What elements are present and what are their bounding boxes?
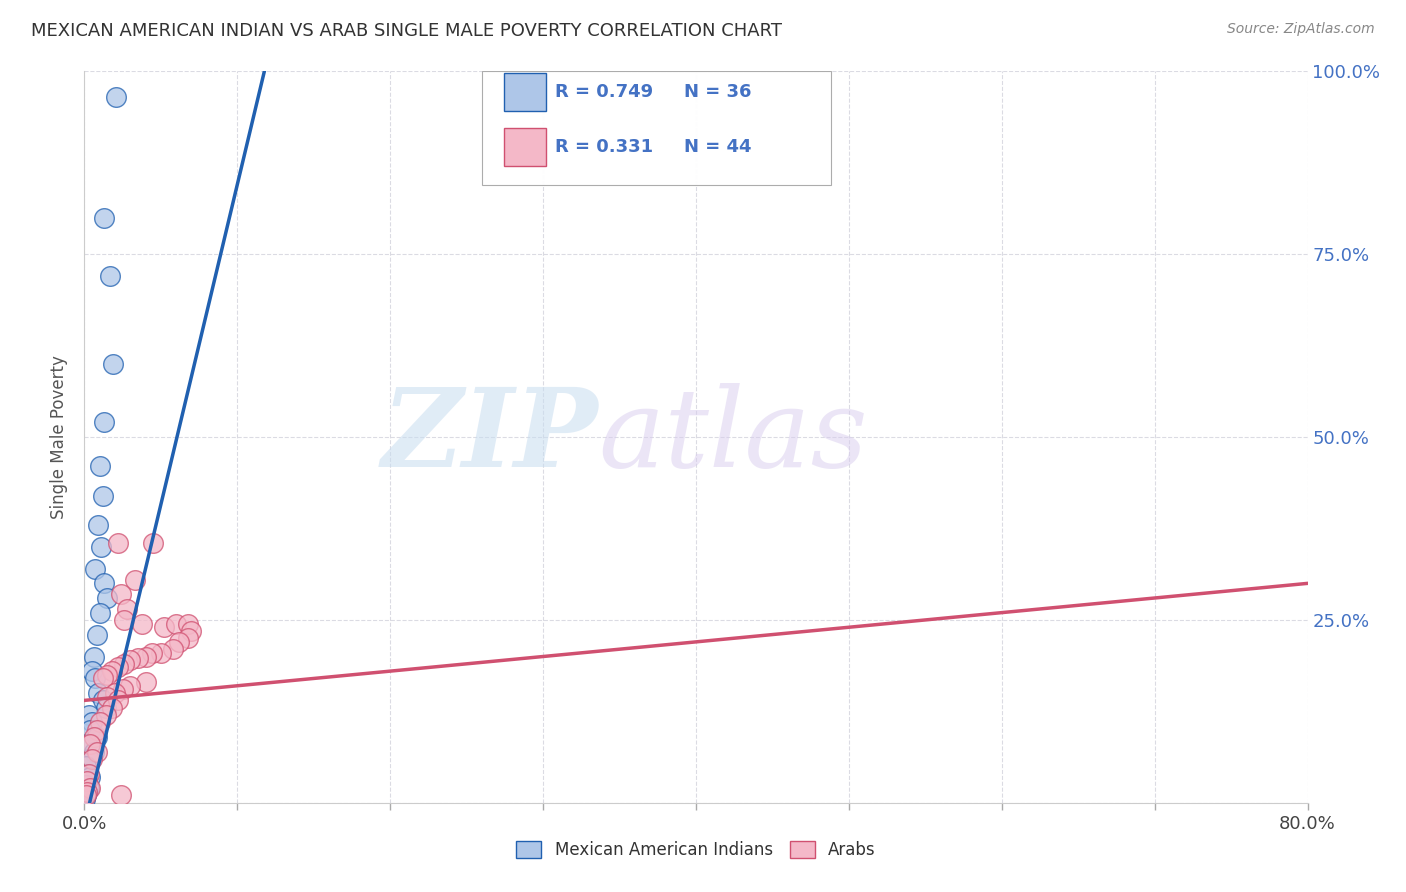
Point <box>141 646 163 660</box>
Point <box>101 700 124 714</box>
Point <box>177 632 200 646</box>
Point <box>91 489 114 503</box>
Point <box>110 587 132 601</box>
Point <box>110 789 132 803</box>
Point <box>77 752 100 766</box>
Point <box>91 693 114 707</box>
Text: N = 44: N = 44 <box>683 137 751 156</box>
Point <box>98 269 121 284</box>
Point <box>89 606 111 620</box>
Point <box>135 649 157 664</box>
Point <box>77 766 100 780</box>
Point <box>120 679 142 693</box>
Text: R = 0.331: R = 0.331 <box>555 137 654 156</box>
Text: atlas: atlas <box>598 384 868 491</box>
Point <box>120 653 142 667</box>
Point <box>79 723 101 737</box>
Point <box>131 616 153 631</box>
Point <box>79 770 101 784</box>
Point <box>76 785 98 799</box>
Point <box>142 536 165 550</box>
Point <box>177 616 200 631</box>
Point <box>86 745 108 759</box>
Point <box>153 620 176 634</box>
FancyBboxPatch shape <box>503 73 546 111</box>
Point <box>162 642 184 657</box>
Legend: Mexican American Indians, Arabs: Mexican American Indians, Arabs <box>508 833 884 868</box>
Point <box>135 675 157 690</box>
Point <box>75 789 97 804</box>
Point <box>86 730 108 744</box>
Text: R = 0.749: R = 0.749 <box>555 83 654 101</box>
Point <box>76 773 98 788</box>
Point <box>76 785 98 799</box>
Point <box>80 715 103 730</box>
Point <box>77 781 100 796</box>
Point <box>96 667 118 681</box>
Point <box>75 792 97 806</box>
Point <box>93 416 115 430</box>
Point <box>83 730 105 744</box>
Point <box>93 576 115 591</box>
Point <box>80 664 103 678</box>
Point <box>93 211 115 225</box>
Point <box>89 715 111 730</box>
Point <box>107 660 129 674</box>
Point <box>101 664 124 678</box>
Point <box>90 540 112 554</box>
Point <box>83 745 105 759</box>
Y-axis label: Single Male Poverty: Single Male Poverty <box>51 355 69 519</box>
Text: ZIP: ZIP <box>381 384 598 491</box>
FancyBboxPatch shape <box>503 128 546 166</box>
Point <box>87 517 110 532</box>
Point <box>80 752 103 766</box>
Point <box>124 573 146 587</box>
Point <box>96 591 118 605</box>
Point <box>107 693 129 707</box>
Text: Source: ZipAtlas.com: Source: ZipAtlas.com <box>1227 22 1375 37</box>
Point <box>112 657 135 671</box>
Point <box>83 649 105 664</box>
Point <box>96 690 118 704</box>
Point <box>127 651 149 665</box>
Point <box>75 759 97 773</box>
Point <box>76 766 98 780</box>
Point <box>76 737 98 751</box>
Point <box>79 781 101 796</box>
Point <box>75 789 97 803</box>
Point <box>105 90 128 104</box>
Point <box>112 613 135 627</box>
Point <box>165 616 187 631</box>
Point <box>107 536 129 550</box>
Point <box>180 624 202 638</box>
Point <box>75 778 97 792</box>
Point <box>84 672 107 686</box>
Point <box>91 672 114 686</box>
Point <box>79 737 101 751</box>
Point <box>94 708 117 723</box>
Point <box>149 646 172 660</box>
Point <box>87 686 110 700</box>
Point <box>104 686 127 700</box>
Point <box>94 700 117 714</box>
FancyBboxPatch shape <box>482 71 831 185</box>
Point <box>86 627 108 641</box>
Point <box>84 562 107 576</box>
Point <box>77 708 100 723</box>
Point <box>103 357 125 371</box>
Text: N = 36: N = 36 <box>683 83 751 101</box>
Point <box>86 723 108 737</box>
Point <box>89 459 111 474</box>
Point <box>75 789 97 803</box>
Point <box>111 682 134 697</box>
Text: MEXICAN AMERICAN INDIAN VS ARAB SINGLE MALE POVERTY CORRELATION CHART: MEXICAN AMERICAN INDIAN VS ARAB SINGLE M… <box>31 22 782 40</box>
Point <box>115 602 138 616</box>
Point <box>167 635 190 649</box>
